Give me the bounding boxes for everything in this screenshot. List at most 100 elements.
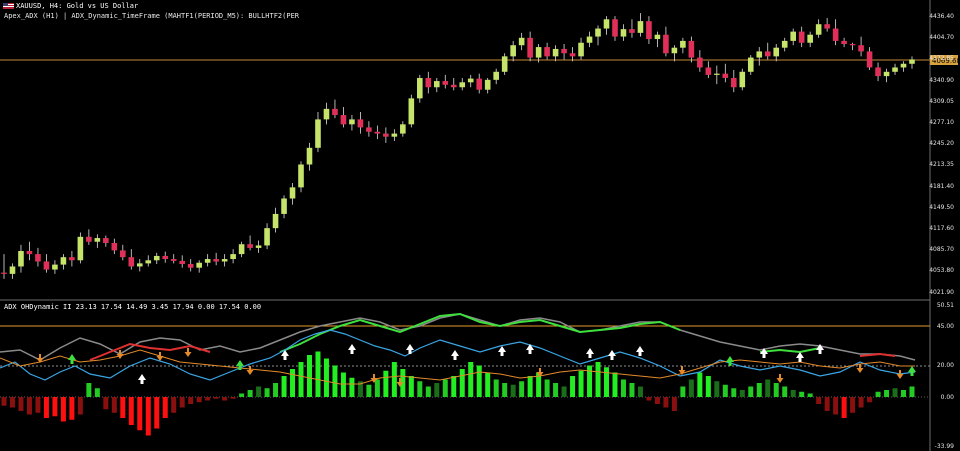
histogram-bar-positive	[408, 376, 414, 397]
candle-bearish	[832, 28, 839, 41]
histogram-bar-positive	[256, 386, 262, 397]
histogram-bar-negative	[103, 397, 109, 410]
indicator-orange-line	[0, 349, 915, 385]
arrow-up-icon	[608, 350, 616, 360]
candle-bullish	[756, 51, 763, 58]
histogram-bar-negative	[26, 397, 32, 415]
price-axis-label: 4404.70	[929, 34, 954, 42]
histogram-bar-positive	[604, 367, 610, 397]
price-axis-label: 4372.85	[929, 55, 954, 63]
candle-bullish	[595, 28, 601, 37]
candle-bullish	[773, 47, 780, 57]
candle-bullish	[671, 47, 678, 54]
arrow-up-icon	[636, 346, 644, 356]
candle-bearish	[629, 29, 635, 33]
candle-bearish	[26, 251, 33, 255]
histogram-bar-negative	[824, 397, 830, 411]
arrow-up-icon	[908, 366, 916, 376]
candle-bearish	[213, 259, 219, 262]
histogram-bar-positive	[459, 369, 465, 397]
candle-bearish	[705, 67, 712, 75]
histogram-bar-negative	[850, 397, 856, 413]
candle-bullish	[272, 213, 279, 229]
arrow-up-icon	[68, 354, 76, 364]
indicator-red-line-2	[859, 352, 896, 357]
candle-bullish	[18, 251, 24, 267]
price-axis-label: 4245.20	[929, 140, 954, 148]
price-axis-label: 4053.80	[929, 267, 954, 275]
arrow-down-icon	[116, 350, 124, 359]
candle-bearish	[858, 45, 864, 52]
candle-bullish	[501, 56, 508, 72]
arrow-down-icon	[896, 370, 904, 379]
candle-bearish	[43, 261, 50, 270]
candle-bullish	[739, 71, 746, 88]
histogram-bar-positive	[620, 379, 626, 397]
indicator-axis-label: 20.00	[936, 362, 954, 369]
histogram-bar-negative	[18, 397, 24, 411]
candle-bullish	[467, 78, 474, 83]
candle-bullish	[400, 124, 406, 134]
price-axis-label: 4436.40	[929, 13, 954, 20]
histogram-bar-positive	[298, 362, 304, 397]
histogram-bar-positive	[773, 383, 779, 397]
histogram-bar-negative	[69, 397, 75, 420]
histogram-bar-negative	[867, 397, 873, 403]
histogram-bar-positive	[86, 383, 92, 397]
histogram-bar-negative	[137, 397, 143, 431]
arrow-up-icon	[236, 360, 244, 370]
histogram-bar-positive	[637, 386, 643, 397]
candle-bullish	[145, 260, 152, 264]
indicator-axis-label: 45.00	[936, 323, 954, 330]
candle-bullish	[136, 263, 143, 267]
histogram-bar-positive	[366, 384, 372, 397]
candle-bullish	[620, 29, 627, 37]
histogram-bar-positive	[705, 376, 711, 397]
candle-bullish	[535, 47, 542, 58]
indicator-axis-label: -33.99	[934, 443, 954, 450]
histogram-bar-positive	[714, 381, 720, 397]
candle-bearish	[849, 43, 856, 46]
histogram-bar-negative	[833, 397, 839, 415]
histogram-bar-negative	[654, 397, 660, 404]
candle-bullish	[230, 254, 236, 260]
candle-bullish	[315, 119, 321, 148]
histogram-bar-negative	[171, 397, 177, 413]
arrow-up-icon	[760, 348, 768, 358]
candle-bullish	[94, 238, 101, 242]
histogram-bar-negative	[858, 397, 864, 408]
candle-bearish	[824, 24, 830, 29]
candle-bullish	[60, 257, 67, 265]
candle-bullish	[77, 236, 84, 261]
histogram-bar-negative	[671, 397, 677, 411]
histogram-bar-positive	[629, 383, 635, 397]
candle-bullish	[493, 71, 499, 80]
candle-bullish	[264, 228, 270, 246]
histogram-bar-positive	[383, 370, 389, 397]
histogram-bar-positive	[892, 388, 898, 397]
candle-bullish	[484, 79, 491, 90]
histogram-bar-positive	[94, 388, 100, 397]
histogram-bar-negative	[35, 397, 41, 413]
histogram-bar-positive	[417, 381, 423, 397]
candle-bullish	[637, 21, 644, 33]
candle-bearish	[569, 53, 576, 57]
histogram-bar-positive	[340, 372, 346, 397]
histogram-bar-positive	[391, 362, 397, 397]
candle-bearish	[544, 47, 550, 57]
histogram-bar-negative	[196, 397, 202, 403]
candle-bullish	[883, 71, 890, 77]
histogram-bar-positive	[306, 355, 312, 397]
arrow-down-icon	[370, 374, 378, 383]
candle-bearish	[722, 73, 729, 78]
candle-bullish	[391, 133, 398, 137]
arrow-up-icon	[526, 344, 534, 354]
arrow-down-icon	[156, 352, 164, 361]
price-axis-label: 4213.35	[929, 161, 954, 169]
candle-bearish	[697, 57, 703, 68]
candle-bearish	[35, 254, 41, 262]
candle-bearish	[187, 263, 194, 268]
price-axis-label: 4149.50	[929, 203, 954, 211]
